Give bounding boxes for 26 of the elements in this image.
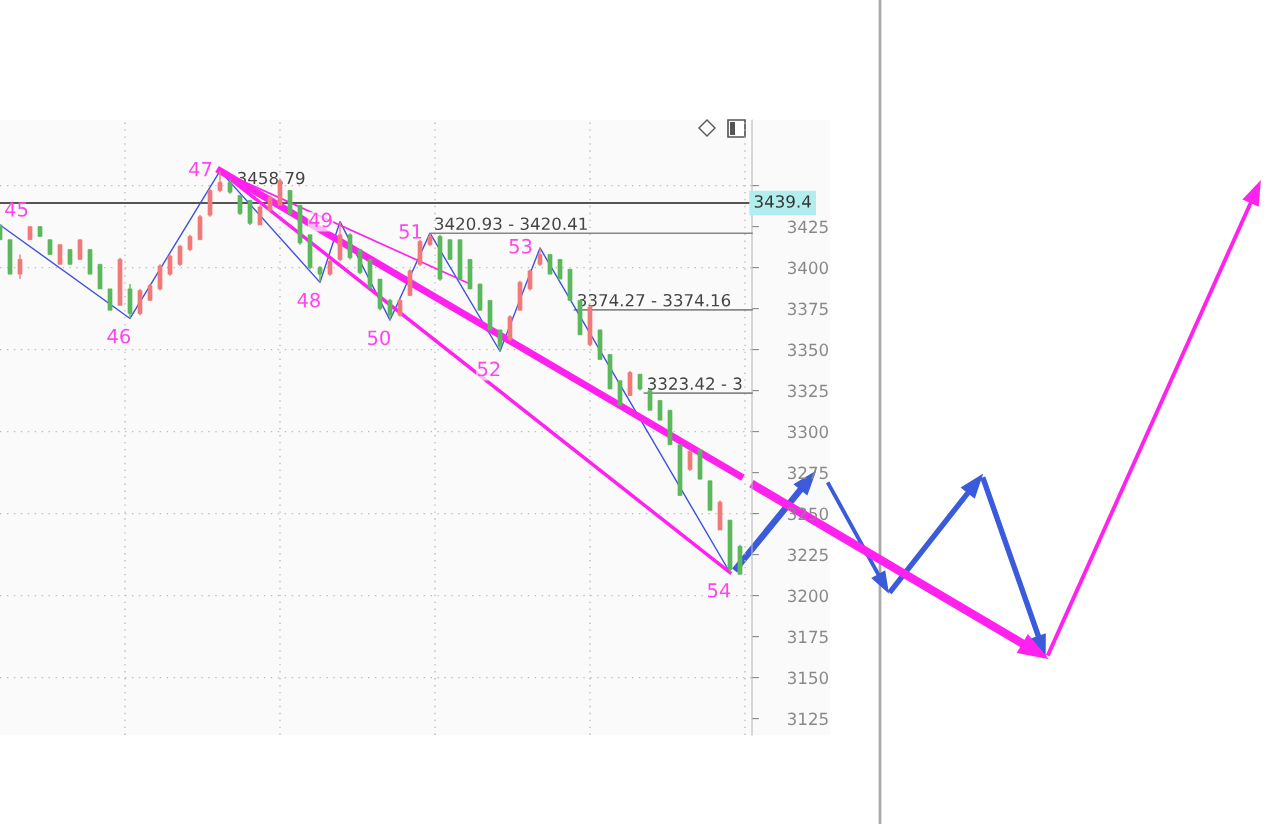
y-tick-label: 3425 [787,220,828,234]
annotation: 49 [309,212,332,228]
annotation: 48 [297,292,320,308]
annotation: 50 [368,330,390,346]
y-tick-label: 3325 [787,384,828,398]
ref-line-label: 3439.4 [754,195,811,208]
annotation: 54 [708,583,731,598]
ref-line-label: 3374.27 - 3374.16 [578,293,731,307]
y-tick-label: 3225 [787,548,828,562]
annotation: 52 [478,361,500,377]
y-tick-label: 3125 [787,712,828,726]
y-tick-label: 3150 [787,671,829,685]
y-tick-label: 3175 [787,630,828,644]
annotation: 51 [399,224,422,239]
y-tick-label: 3200 [787,589,829,603]
annotation: 47 [189,162,212,177]
y-tick-label: 3400 [787,261,829,275]
y-tick-label: 3275 [787,466,828,480]
annotation: 53 [509,238,532,254]
y-tick-label: 3300 [787,425,829,439]
annotation: 46 [107,328,131,344]
y-tick-label: 3350 [787,343,829,357]
annotation: 45 [5,202,28,217]
ref-line-label: 3323.42 - 3 [647,377,742,390]
y-tick-label: 3375 [787,302,828,316]
ref-line-label: 3420.93 - 3420.41 [435,217,587,231]
